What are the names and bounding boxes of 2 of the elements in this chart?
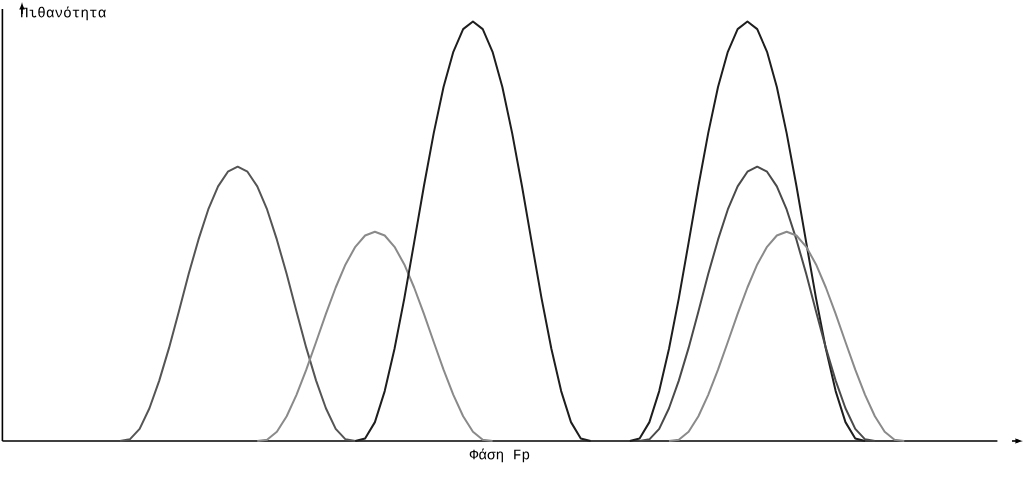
y-axis-title: Πιθανότητα [21, 6, 106, 21]
x-axis-title: Φάση Fp [469, 448, 530, 463]
